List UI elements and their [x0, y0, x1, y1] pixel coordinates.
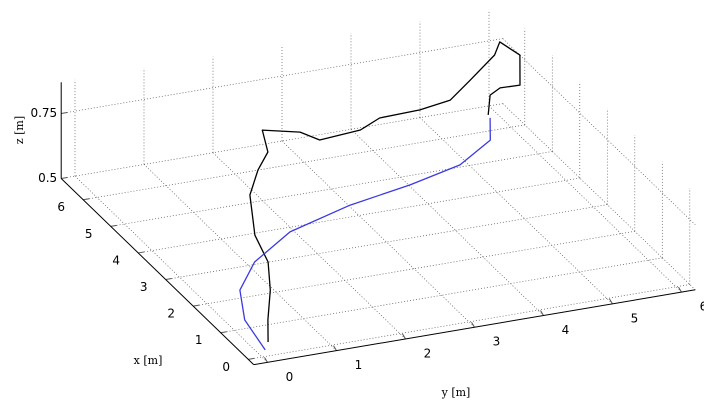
- y-tick-label: 1: [355, 358, 363, 372]
- x-tick-label: 2: [167, 307, 175, 321]
- tick-mark: [220, 331, 227, 334]
- y-tick-label: 6: [700, 300, 704, 314]
- x-tick-label: 0: [222, 360, 230, 374]
- grid-line: [165, 204, 608, 280]
- tick-mark: [83, 198, 90, 201]
- x-tick-label: 3: [140, 280, 148, 294]
- grid-line: [74, 175, 268, 363]
- y-tick-label: 0: [286, 370, 294, 384]
- x-tick-label: 6: [57, 200, 65, 214]
- tick-mark: [471, 321, 475, 328]
- tick-mark: [333, 345, 337, 351]
- tick-mark: [61, 111, 68, 114]
- y-axis: [253, 289, 696, 366]
- z-tick-label: 0.75: [30, 106, 57, 120]
- grid-line: [350, 129, 544, 316]
- tick-mark: [248, 357, 255, 360]
- tick-mark: [110, 224, 117, 227]
- tick-mark: [264, 357, 268, 363]
- x-tick-label: 1: [195, 333, 203, 347]
- z-axis-label: z [m]: [13, 116, 26, 144]
- grid-line: [488, 105, 682, 293]
- tick-mark: [138, 251, 145, 254]
- tick-mark: [402, 333, 406, 340]
- tick-mark: [165, 278, 172, 281]
- grid-line: [138, 177, 580, 254]
- tick-mark: [609, 298, 613, 305]
- grid-line: [143, 164, 337, 351]
- z-tick-label: 0.5: [38, 171, 57, 185]
- grid-line: [61, 103, 503, 179]
- y-tick-label: 4: [562, 323, 570, 337]
- trajectory: [239, 117, 491, 351]
- grid-line: [502, 103, 696, 291]
- grid-line: [61, 38, 503, 114]
- tick-mark: [678, 286, 682, 293]
- grid-line: [212, 152, 406, 340]
- tick-mark: [61, 176, 68, 179]
- y-tick-label: 2: [424, 346, 432, 360]
- grid-line: [502, 38, 696, 226]
- tick-mark: [540, 310, 544, 316]
- trajectory: [249, 41, 521, 343]
- x-tick-label: 5: [85, 227, 93, 241]
- y-tick-label: 5: [631, 311, 639, 325]
- x-axis-label: x [m]: [134, 354, 163, 367]
- tick-mark: [193, 304, 200, 307]
- y-axis-label: y [m]: [441, 386, 471, 399]
- x-tick-label: 4: [112, 253, 120, 267]
- x-axis: [60, 178, 255, 366]
- grid-line: [281, 140, 475, 328]
- y-tick-label: 3: [493, 335, 501, 349]
- grid-line: [419, 117, 613, 305]
